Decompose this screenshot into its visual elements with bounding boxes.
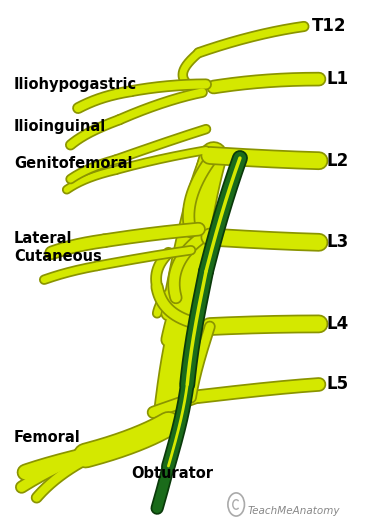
Text: TeachMeAnatomy: TeachMeAnatomy (248, 506, 340, 516)
Text: Femoral: Femoral (14, 430, 81, 445)
Text: L3: L3 (327, 234, 349, 251)
Text: L5: L5 (327, 376, 349, 394)
Text: Ilioinguinal: Ilioinguinal (14, 119, 106, 134)
Text: L4: L4 (327, 315, 349, 333)
Text: Lateral
Cutaneous: Lateral Cutaneous (14, 231, 102, 264)
Text: T12: T12 (311, 18, 346, 36)
Text: Genitofemoral: Genitofemoral (14, 156, 133, 171)
Text: L2: L2 (327, 152, 349, 170)
Text: Obturator: Obturator (131, 467, 213, 481)
Text: Iliohypogastric: Iliohypogastric (14, 77, 137, 92)
Text: L1: L1 (327, 70, 349, 88)
